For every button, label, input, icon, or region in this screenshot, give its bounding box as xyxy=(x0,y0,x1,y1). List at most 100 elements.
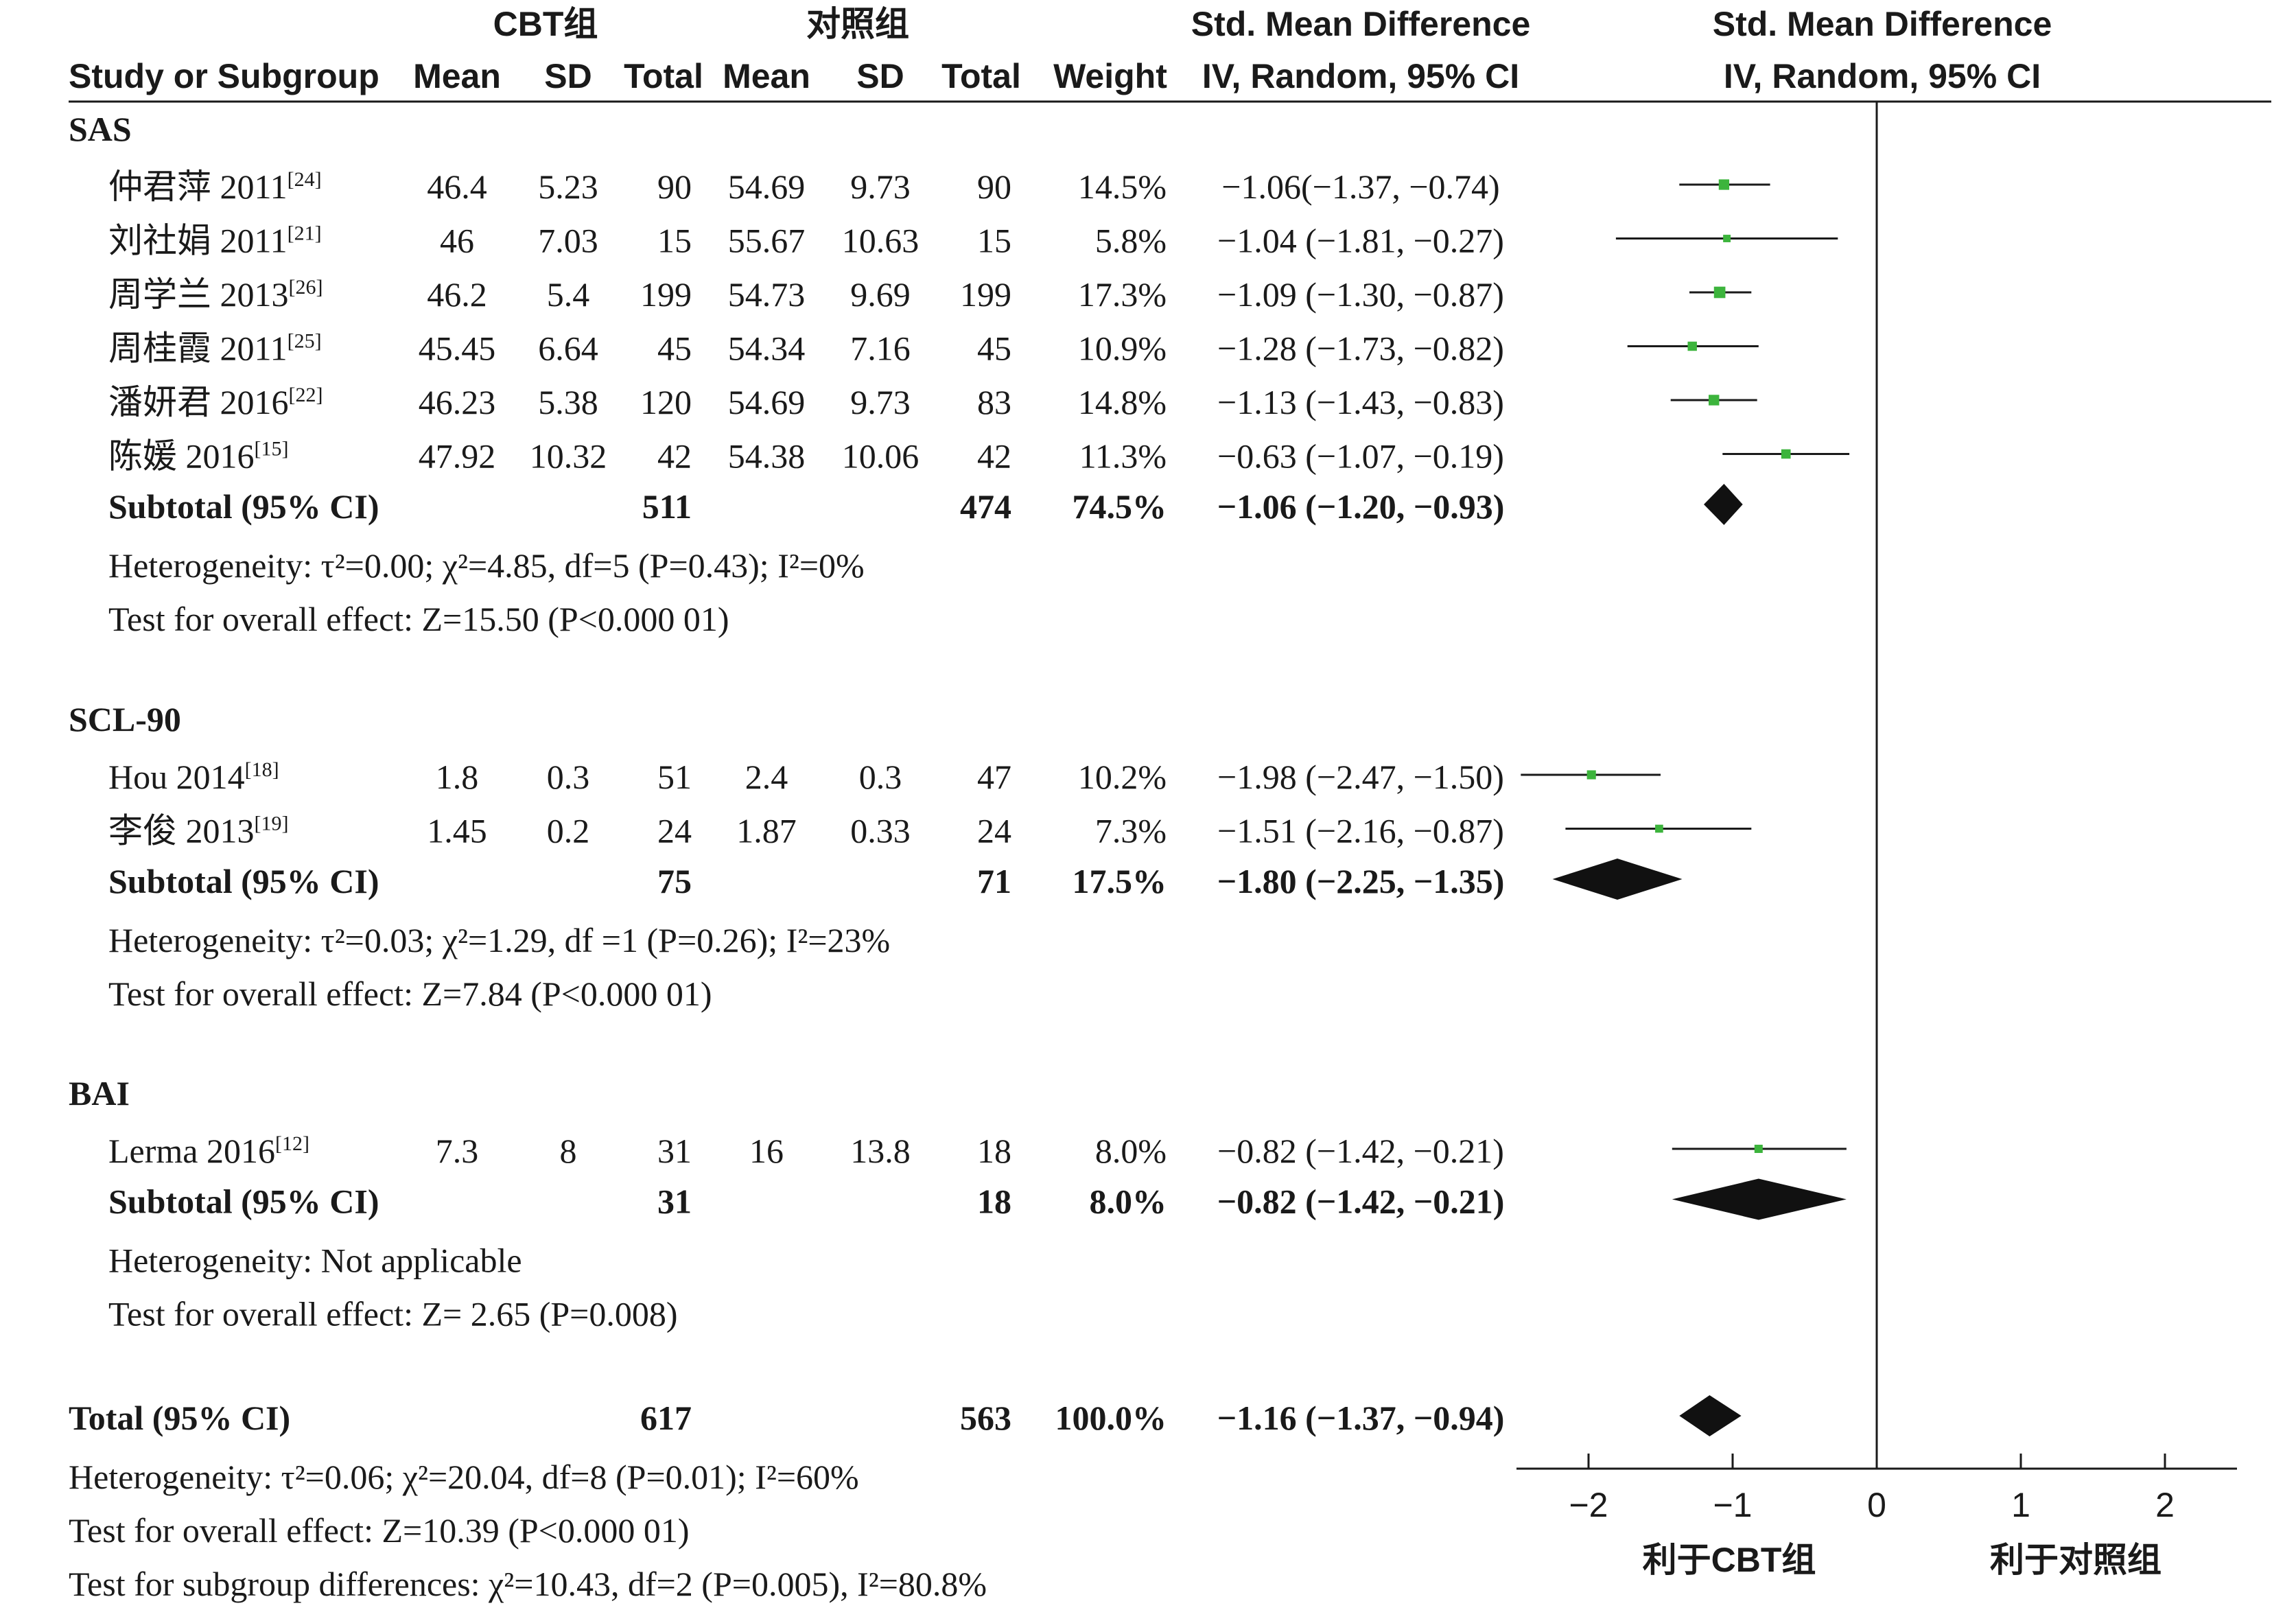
table-header: CBT组 对照组 Std. Mean Difference Std. Mean … xyxy=(69,5,2052,95)
cell-weight: 8.0% xyxy=(1095,1132,1167,1170)
study-ref: [12] xyxy=(275,1132,309,1155)
total-heterogeneity-text: Heterogeneity: τ²=0.06; χ²=20.04, df=8 (… xyxy=(69,1458,859,1496)
table-body: SAS 仲君萍 2011[24] 46.4 5.23 90 54.69 9.73 90 14.5… xyxy=(69,110,1504,1603)
cell-sd-1: 5.23 xyxy=(538,167,598,206)
cell-total-1: 120 xyxy=(640,383,692,421)
cell-mean-2: 16 xyxy=(749,1132,784,1170)
cell-weight: 5.8% xyxy=(1095,222,1167,260)
x-tick-label: −2 xyxy=(1569,1486,1608,1524)
cell-weight: 11.3% xyxy=(1079,437,1167,476)
cell-total-2: 71 xyxy=(977,862,1011,900)
cell-total-2: 199 xyxy=(960,275,1011,314)
cell-total-1: 42 xyxy=(657,437,692,476)
summary-diamond xyxy=(1704,484,1743,525)
cell-sd-2: 10.06 xyxy=(842,437,919,476)
cell-mean-1: 47.92 xyxy=(419,437,496,476)
subtotal-label: Subtotal (95% CI) xyxy=(108,862,379,900)
x-tick-label: 1 xyxy=(2011,1486,2030,1524)
study-marker xyxy=(1781,449,1791,459)
header-plot-title: Std. Mean Difference xyxy=(1713,5,2052,43)
cell-weight: 14.8% xyxy=(1078,383,1167,421)
cell-sd-2: 7.16 xyxy=(850,329,911,368)
cell-total-1: 45 xyxy=(657,329,692,368)
cell-mean-2: 54.69 xyxy=(728,383,806,421)
study-label: 潘妍君 2016[22] xyxy=(108,383,323,421)
summary-diamond xyxy=(1679,1395,1742,1436)
x-tick-label: −1 xyxy=(1713,1486,1752,1524)
cell-sd-1: 7.03 xyxy=(538,222,598,260)
cell-mean-2: 54.73 xyxy=(728,275,806,314)
cell-total-2: 24 xyxy=(977,812,1011,850)
cell-mean-2: 1.87 xyxy=(736,812,797,850)
study-ref: [15] xyxy=(255,438,289,460)
header-effect-method: IV, Random, 95% CI xyxy=(1202,57,1519,95)
cell-ci: −1.09 (−1.30, −0.87) xyxy=(1217,275,1504,314)
cell-weight: 7.3% xyxy=(1095,812,1167,850)
cell-sd-1: 0.2 xyxy=(547,812,590,850)
header-total-1: Total xyxy=(624,57,703,95)
cell-ci: −1.80 (−2.25, −1.35) xyxy=(1217,862,1505,900)
cell-sd-1: 0.3 xyxy=(547,758,590,796)
cell-total-1: 90 xyxy=(657,167,692,206)
cell-mean-1: 46.2 xyxy=(427,275,487,314)
cell-ci: −1.16 (−1.37, −0.94) xyxy=(1217,1399,1505,1437)
cell-mean-1: 46.4 xyxy=(427,167,487,206)
cell-sd-1: 5.4 xyxy=(547,275,590,314)
x-tick-label: 0 xyxy=(1867,1486,1886,1524)
cell-total-2: 42 xyxy=(977,437,1011,476)
cell-ci: −1.06 (−1.20, −0.93) xyxy=(1217,487,1505,526)
study-marker xyxy=(1655,824,1663,833)
cell-sd-2: 10.63 xyxy=(842,222,919,260)
subtotal-label: Subtotal (95% CI) xyxy=(108,1182,379,1221)
cell-total-2: 18 xyxy=(977,1182,1011,1221)
header-mean-2: Mean xyxy=(723,57,810,95)
subgroup-title: SCL-90 xyxy=(69,700,181,738)
cell-total-1: 24 xyxy=(657,812,692,850)
study-label: 刘社娟 2011[21] xyxy=(108,222,322,260)
cell-sd-2: 9.69 xyxy=(850,275,911,314)
cell-mean-1: 46.23 xyxy=(419,383,496,421)
header-weight: Weight xyxy=(1053,57,1167,95)
study-marker xyxy=(1723,235,1731,242)
study-label: 李俊 2013[19] xyxy=(108,812,288,850)
cell-weight: 10.2% xyxy=(1078,758,1167,796)
study-marker xyxy=(1586,770,1596,780)
cell-ci: −1.06(−1.37, −0.74) xyxy=(1221,167,1499,206)
cell-mean-1: 46 xyxy=(440,222,474,260)
cell-total-1: 15 xyxy=(657,222,692,260)
study-label: 周桂霞 2011[25] xyxy=(108,329,322,368)
cell-total-1: 75 xyxy=(657,862,692,900)
header-effect-title: Std. Mean Difference xyxy=(1191,5,1531,43)
header-sd-1: SD xyxy=(544,57,591,95)
cell-mean-2: 2.4 xyxy=(745,758,788,796)
cell-weight: 100.0% xyxy=(1055,1399,1167,1437)
cell-mean-1: 45.45 xyxy=(419,329,496,368)
cell-ci: −0.63 (−1.07, −0.19) xyxy=(1217,437,1504,476)
subgroup-differences-text: Test for subgroup differences: χ²=10.43,… xyxy=(69,1565,987,1603)
cell-total-1: 31 xyxy=(657,1132,692,1170)
cell-total-1: 511 xyxy=(642,487,692,526)
total-label: Total (95% CI) xyxy=(69,1399,290,1437)
study-marker xyxy=(1687,341,1697,351)
cell-sd-1: 8 xyxy=(560,1132,577,1170)
cell-weight: 17.3% xyxy=(1078,275,1167,314)
cell-total-1: 617 xyxy=(640,1399,692,1437)
summary-diamond xyxy=(1552,859,1683,900)
study-marker xyxy=(1754,1145,1763,1153)
cell-weight: 8.0% xyxy=(1090,1182,1167,1221)
study-label: 周学兰 2013[26] xyxy=(108,275,323,314)
subgroup-title: SAS xyxy=(69,110,132,148)
subtotal-label: Subtotal (95% CI) xyxy=(108,487,379,526)
cell-total-2: 474 xyxy=(960,487,1011,526)
study-marker xyxy=(1709,395,1720,406)
cell-sd-1: 10.32 xyxy=(530,437,607,476)
cell-mean-1: 7.3 xyxy=(436,1132,479,1170)
overall-effect-text: Test for overall effect: Z=15.50 (P<0.00… xyxy=(108,600,729,638)
summary-diamond xyxy=(1672,1178,1847,1220)
cell-weight: 14.5% xyxy=(1078,167,1167,206)
header-study: Study or Subgroup xyxy=(69,57,379,95)
cell-sd-2: 0.33 xyxy=(850,812,911,850)
plot-area: −2 −1 0 1 2 利于CBT组 利于对照组 xyxy=(1516,102,2237,1579)
cell-total-2: 18 xyxy=(977,1132,1011,1170)
